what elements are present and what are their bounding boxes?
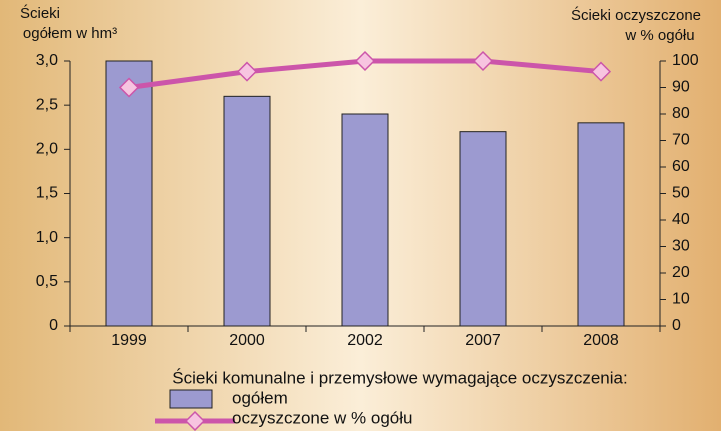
bar — [577, 122, 625, 327]
y-tick-label: 1,0 — [36, 229, 58, 246]
y2-tick-label: 20 — [672, 264, 690, 281]
y2-tick-label: 30 — [672, 238, 690, 255]
y-axis-title: Ścieki — [20, 4, 60, 22]
bar — [341, 113, 389, 327]
y-tick-label: 0 — [49, 317, 58, 334]
y2-tick-label: 80 — [672, 105, 690, 122]
x-tick-label: 2007 — [465, 332, 501, 349]
x-tick-label: 2000 — [229, 332, 265, 349]
y2-axis-title: w % ogółu — [624, 27, 694, 44]
y-tick-label: 1,5 — [36, 185, 58, 202]
y2-tick-label: 70 — [672, 132, 690, 149]
y2-axis-title: Ścieki oczyszczone — [571, 6, 701, 24]
legend-title: Ścieki komunalne i przemysłowe wymagając… — [172, 368, 627, 387]
bar — [459, 131, 507, 327]
y2-tick-label: 60 — [672, 158, 690, 175]
y2-tick-label: 100 — [672, 52, 699, 69]
legend-label: ogółem — [232, 388, 288, 407]
legend-swatch — [184, 410, 206, 431]
line-marker — [472, 50, 494, 72]
y-tick-label: 2,0 — [36, 141, 58, 158]
y2-tick-label: 0 — [672, 317, 681, 334]
y2-tick-label: 50 — [672, 185, 690, 202]
bar — [223, 95, 271, 327]
line-marker — [354, 50, 376, 72]
y2-tick-label: 10 — [672, 291, 690, 308]
y-axis-title: ogółem w hm³ — [23, 25, 117, 42]
y-tick-label: 0,5 — [36, 273, 58, 290]
y-tick-label: 2,5 — [36, 96, 58, 113]
x-tick-label: 2008 — [583, 332, 619, 349]
y2-tick-label: 90 — [672, 79, 690, 96]
y-tick-label: 3,0 — [36, 52, 58, 69]
line-marker — [118, 77, 140, 98]
y2-tick-label: 40 — [672, 211, 690, 228]
line-marker — [236, 61, 258, 82]
bar — [105, 60, 153, 327]
legend-label: oczyszczone w % ogółu — [232, 408, 412, 427]
line-marker — [590, 61, 612, 82]
legend-swatch — [169, 389, 213, 409]
x-tick-label: 2002 — [347, 332, 383, 349]
x-tick-label: 1999 — [111, 332, 147, 349]
